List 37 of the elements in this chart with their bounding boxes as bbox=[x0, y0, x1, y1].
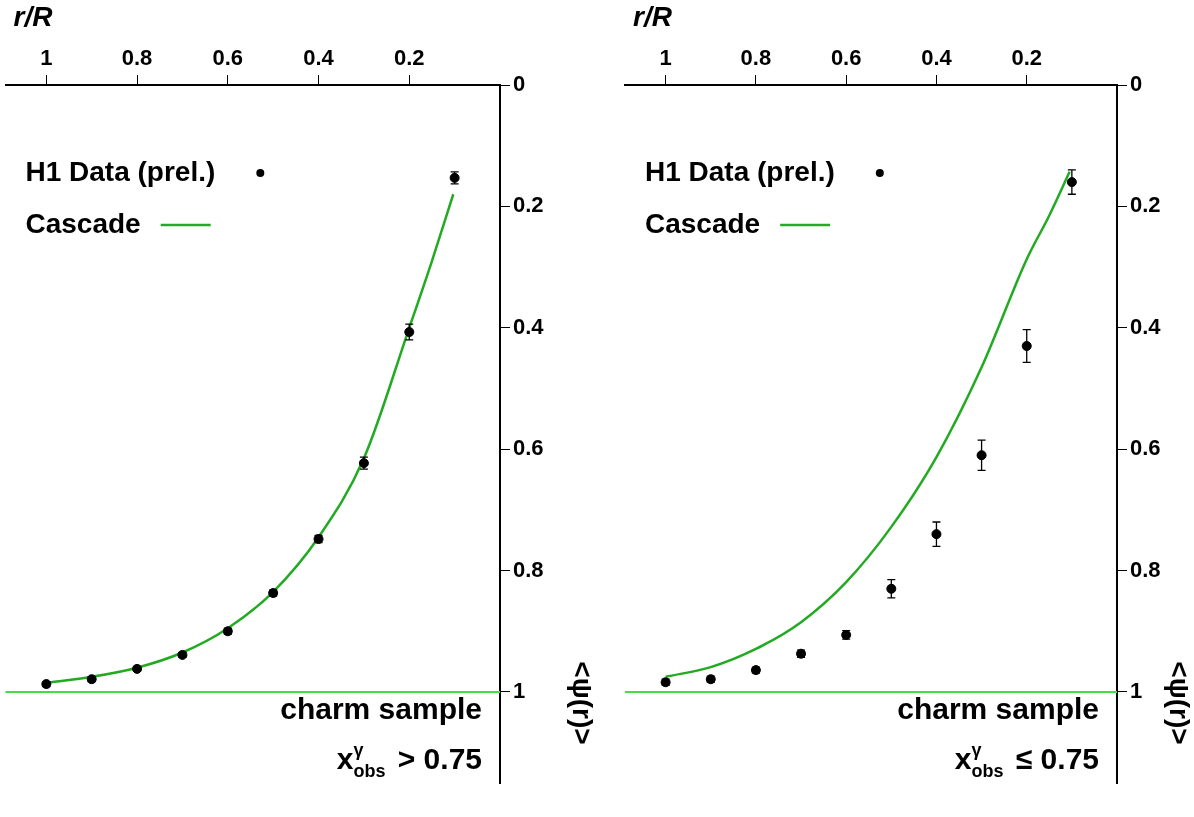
x-tick-label: 1 bbox=[659, 44, 672, 70]
y-tick-label: 0.8 bbox=[1130, 556, 1161, 582]
y-tick-label: 0.2 bbox=[1130, 192, 1161, 218]
y-tick-label: 0 bbox=[513, 71, 526, 97]
y-tick-label: 0.6 bbox=[1130, 435, 1161, 461]
legend-label: Cascade bbox=[25, 207, 141, 239]
y-tick-label: 0.8 bbox=[513, 556, 544, 582]
point bbox=[886, 583, 897, 594]
legend-label: H1 Data (prel.) bbox=[25, 155, 216, 187]
x-tick-label: 1 bbox=[40, 44, 53, 70]
y-axis-title: <ψ(r)> bbox=[1164, 661, 1194, 745]
y-tick-label: 0.4 bbox=[513, 313, 545, 339]
y-tick-label: 1 bbox=[513, 678, 526, 704]
x-axis-title: r/R bbox=[13, 0, 54, 32]
x-tick-label: 0.2 bbox=[393, 44, 425, 70]
point bbox=[931, 529, 942, 540]
x-tick-label: 0.2 bbox=[1011, 44, 1043, 70]
x-tick-label: 0.4 bbox=[921, 44, 953, 70]
y-tick-label: 0.2 bbox=[513, 192, 544, 218]
legend-label: H1 Data (prel.) bbox=[645, 155, 835, 187]
x-tick-label: 0.6 bbox=[830, 44, 862, 70]
y-tick-label: 1 bbox=[1130, 678, 1143, 704]
x-axis-title: r/R bbox=[633, 0, 673, 32]
x-tick-label: 0.8 bbox=[121, 44, 153, 70]
x-tick-label: 0.4 bbox=[303, 44, 335, 70]
point bbox=[976, 450, 987, 461]
y-axis-title: <ψ(r)> bbox=[567, 661, 599, 745]
y-tick-label: 0 bbox=[1130, 71, 1143, 97]
x-tick-label: 0.6 bbox=[212, 44, 244, 70]
x-tick-label: 0.8 bbox=[740, 44, 772, 70]
annotation: charm sample bbox=[280, 692, 483, 725]
point bbox=[1021, 340, 1032, 351]
legend-label: Cascade bbox=[645, 207, 761, 239]
y-tick-label: 0.6 bbox=[513, 435, 544, 461]
annotation: charm sample bbox=[897, 692, 1100, 725]
point bbox=[404, 327, 415, 338]
y-tick-label: 0.4 bbox=[1130, 313, 1162, 339]
